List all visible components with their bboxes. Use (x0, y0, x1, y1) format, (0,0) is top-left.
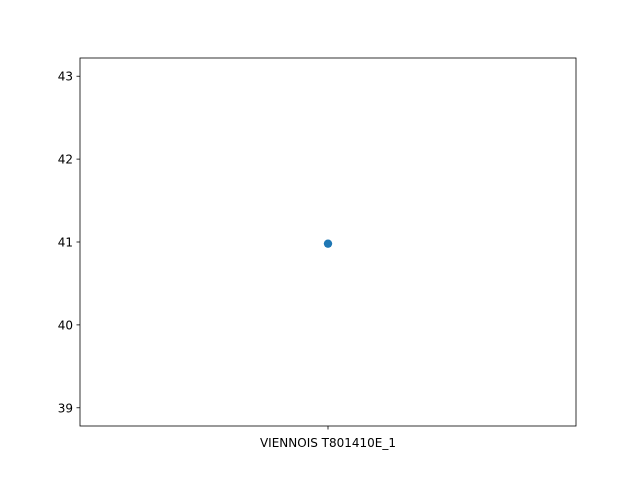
y-tick-label: 39 (58, 401, 73, 415)
y-axis-ticks: 39 40 41 42 43 (58, 70, 80, 415)
data-points (323, 239, 333, 248)
y-tick-label: 42 (58, 153, 73, 167)
x-tick-label: VIENNOIS T801410E_1 (260, 436, 396, 450)
y-tick-label: 43 (58, 70, 73, 84)
y-tick-label: 40 (58, 318, 73, 332)
data-point (323, 239, 333, 248)
plot-frame (79, 57, 577, 427)
y-tick-label: 41 (58, 236, 73, 250)
x-axis-ticks: VIENNOIS T801410E_1 (260, 426, 396, 450)
